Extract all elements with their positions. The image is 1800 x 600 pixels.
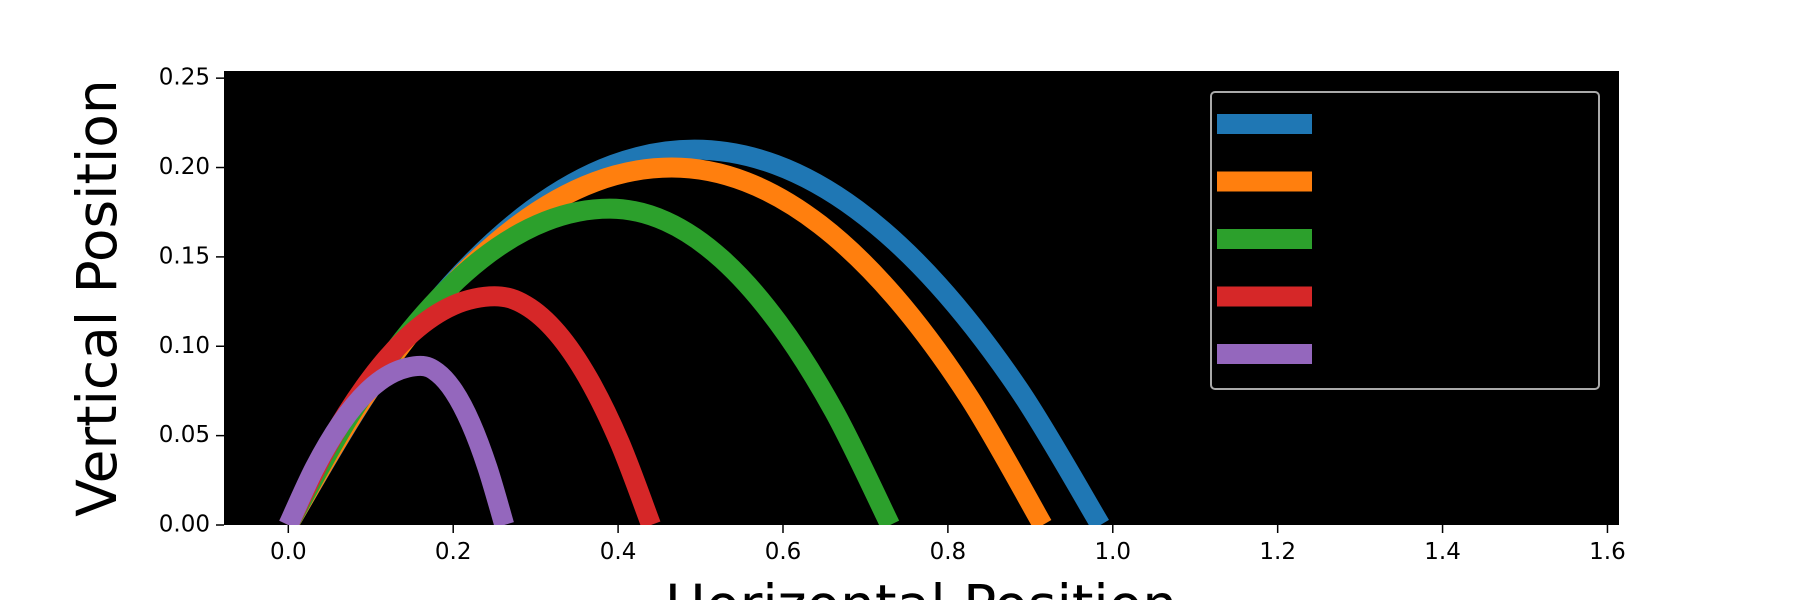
x-tick-label: 1.6 [1589, 539, 1626, 565]
y-axis-label: Vertical Position [65, 79, 129, 517]
x-tick-label: 0.2 [435, 539, 472, 565]
y-tick-label: 0.10 [159, 333, 210, 359]
x-axis-label: Horizontal Position [665, 573, 1177, 600]
x-tick-label: 0.4 [600, 539, 637, 565]
y-tick-label: 0.15 [159, 243, 210, 269]
x-tick-label: 0.6 [765, 539, 802, 565]
y-tick-label: 0.25 [159, 65, 210, 91]
legend-label: Even More [1335, 273, 1530, 316]
y-tick-label: 0.05 [159, 422, 210, 448]
trajectory-line [279, 355, 514, 525]
legend-label: Friction [1335, 158, 1470, 201]
x-tick-label: 1.2 [1259, 539, 1296, 565]
legend-frame [1210, 91, 1600, 390]
x-tick-label: 0.8 [930, 539, 967, 565]
series-group [279, 139, 1109, 525]
y-tick-label: 0.20 [159, 154, 210, 180]
legend-label: MOOOREEE [1335, 331, 1550, 374]
x-tick-label: 0.0 [270, 539, 307, 565]
x-tick-label: 1.0 [1094, 539, 1131, 565]
legend-label: More Friction [1335, 216, 1574, 259]
legend-label: No Friction [1335, 101, 1532, 144]
y-tick-label: 0.00 [159, 512, 210, 538]
x-tick-label: 1.4 [1424, 539, 1461, 565]
